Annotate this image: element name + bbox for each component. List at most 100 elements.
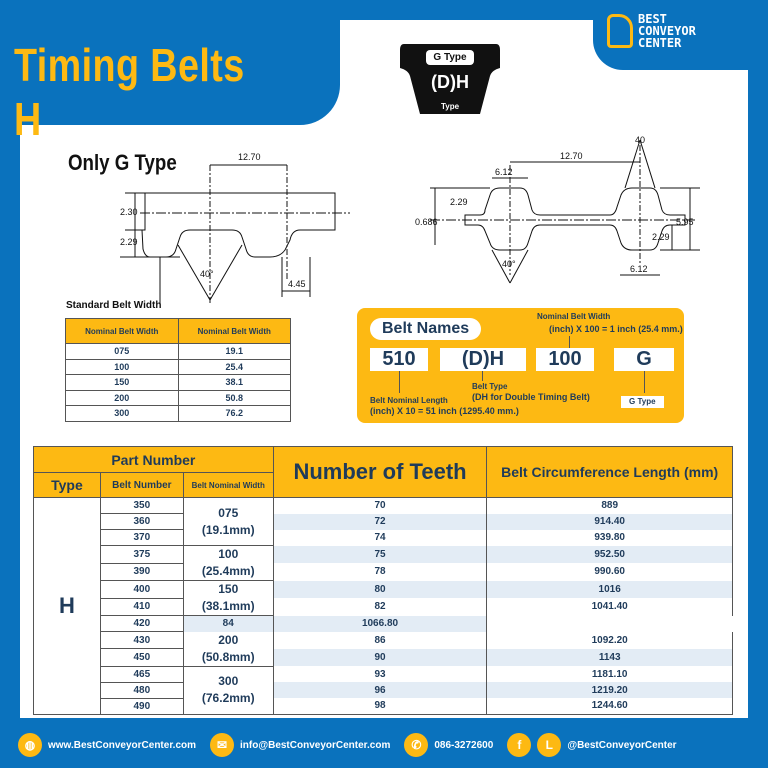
dim-tooth-height-bottom: 2.29 [652,232,670,242]
belt-names-heading: Belt Names [370,318,482,340]
standard-width-title: Standard Belt Width [66,300,162,311]
table-row: 420 84 1066.80 [34,615,733,632]
dim-top-width: 6.12 [495,167,513,177]
table-cell: 98 [272,698,488,714]
table-row: 400 150 (38.1mm) 80 1016 [34,580,733,616]
table-cell: 952.50 [486,545,733,563]
table-cell: 465 [99,665,184,683]
name-part-width: 100 [536,348,594,371]
table-cell: 100 [65,358,179,375]
teeth-header: Number of Teeth [272,446,488,498]
dim-tooth-height: 2.29 [120,237,138,247]
table-cell: 075 [65,343,179,360]
double-belt-diagram: 12.70 6.12 2.29 0.686 5.95 2.29 6.12 40 … [415,135,700,284]
table-cell: 50.8 [177,389,291,406]
dim-height: 2.30 [120,207,138,217]
table-row: 390 78 990.60 [34,562,733,581]
table-row: 490 98 1244.60 [34,697,733,715]
table-cell: 1181.10 [486,666,733,682]
website-link[interactable]: www.BestConveyorCenter.com [48,739,197,751]
connector [569,336,570,348]
table-cell: 1041.40 [486,598,733,616]
table-row: 410 82 1041.40 [34,597,733,616]
width-value: (19.1mm) [201,522,255,537]
type-desc: (DH for Double Timing Belt) [472,392,590,402]
table-cell: 86 [272,631,488,649]
connector [399,371,400,393]
table-cell: 1143 [486,648,733,666]
table-cell: 490 [99,697,184,715]
table-cell: 420 [99,615,184,632]
table-cell: 400 [99,580,184,599]
table-cell: H [33,497,101,715]
table-cell: 480 [99,681,184,699]
dim-tooth-height-top: 2.29 [450,197,468,207]
title-banner: Timing Belts H [0,0,340,145]
table-cell: 370 [99,529,184,546]
belt-type-badge: G Type (D)H Type [400,42,500,116]
table-cell: 1066.80 [272,615,488,632]
table-cell: 80 [272,580,488,598]
type-header: Type [33,472,101,498]
table-row: 465 300 (76.2mm) 93 1181.10 [34,665,733,715]
email-link[interactable]: info@BestConveyorCenter.com [240,739,391,751]
g-type-label: G Type [621,396,664,408]
phone-number[interactable]: 086-3272600 [434,739,494,751]
width-value: 075 [218,505,239,520]
line-icon: L [537,733,562,757]
width-desc: (inch) X 100 = 1 inch (25.4 mm.) [549,324,683,334]
table-row: 100 25.4 [65,358,291,375]
connector [482,371,483,381]
table-cell: 93 [272,666,488,682]
type-label: Belt Type [472,382,508,391]
dim-thickness: 0.686 [415,217,438,227]
facebook-icon: f [507,733,532,757]
length-desc: (inch) X 10 = 51 inch (1295.40 mm.) [370,406,519,416]
table-cell: 410 [99,597,184,616]
table-row: 300 76.2 [65,405,291,422]
circumference-header: Belt Circumference Length (mm) [486,446,733,498]
table-row: H 350 075 (19.1mm) 70 889 [33,497,733,715]
mail-icon: ✉ [210,733,235,757]
social-handle[interactable]: @BestConveyorCenter [567,739,677,751]
col-header: Nominal Belt Width [65,318,179,344]
table-cell: 38.1 [177,374,291,391]
table-cell: 889 [486,497,733,514]
width-value: 300 [218,674,239,688]
name-part-type: (D)H [440,348,526,371]
table-cell: 78 [272,563,488,581]
table-cell: 450 [99,648,184,667]
table-cell: 075 (19.1mm) [182,497,274,546]
table-cell: 150 (38.1mm) [182,580,274,616]
table-cell: 74 [272,529,488,546]
dim-angle-top: 40 [635,135,645,145]
table-cell: 939.80 [486,529,733,546]
table-cell: 990.60 [486,563,733,581]
dim-total: 5.95 [676,217,694,227]
width-label: Nominal Belt Width [537,312,611,321]
table-cell: 300 [65,405,179,422]
width-value: (50.8mm) [201,649,255,664]
table-cell: 1016 [486,580,733,598]
table-cell: 76.2 [177,405,291,422]
table-row: 480 96 1219.20 [34,681,733,699]
table-row: 200 50.8 [65,389,291,406]
part-number-header: Part Number [33,446,274,473]
part-number-table: Part Number Number of Teeth Belt Circumfer… [33,446,733,715]
footer: ◍ www.BestConveyorCenter.com ✉ info@BestCo… [0,722,768,768]
table-cell: 300 (76.2mm) [182,666,274,715]
width-value: 150 [218,582,239,596]
table-cell: 96 [272,682,488,698]
table-cell: 360 [99,513,184,530]
width-value: (25.4mm) [201,564,255,578]
dim-bottom-width: 6.12 [630,264,648,274]
table-row: 450 90 1143 [34,648,733,667]
table-cell: 72 [272,513,488,530]
standard-width-table: Nominal Belt Width Nominal Belt Width 075… [65,318,291,422]
width-value: 200 [218,632,239,647]
phone-icon: ✆ [404,733,429,757]
dim-angle-bottom: 40° [502,259,516,269]
name-part-length: 510 [370,348,428,371]
badge-middle: (D)H [431,72,469,92]
single-belt-diagram: 12.70 2.30 2.29 40° 4.45 [120,152,350,305]
